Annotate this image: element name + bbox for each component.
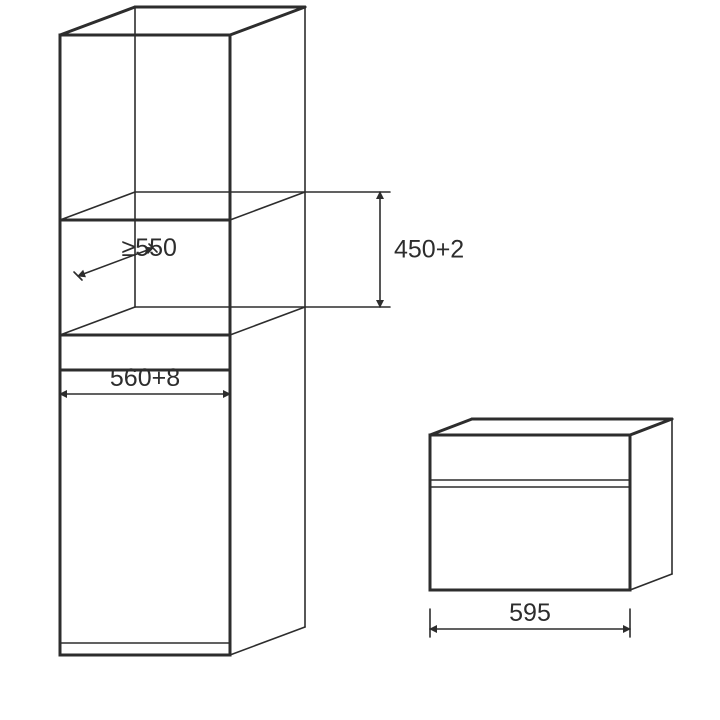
dim-appliance-width: 595 <box>509 599 551 627</box>
cabinet-front <box>60 35 230 655</box>
dim-width-niche: 560+8 <box>110 364 180 392</box>
dim-height-niche: 450+2 <box>394 236 464 264</box>
appliance-front <box>430 435 630 590</box>
installation-diagram: 450+2 ≥550 560+8 595 <box>0 0 720 720</box>
dim-depth: ≥550 <box>122 234 177 262</box>
